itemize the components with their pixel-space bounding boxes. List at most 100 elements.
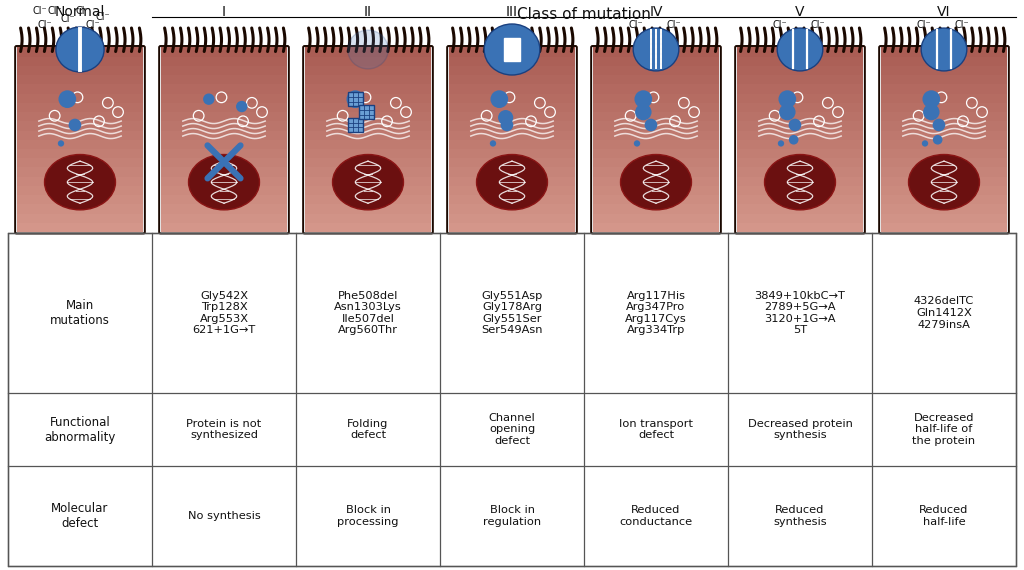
Bar — [449, 120, 575, 131]
Bar — [305, 56, 431, 66]
Text: Gly551Asp
Gly178Arg
Gly551Ser
Ser549Asn: Gly551Asp Gly178Arg Gly551Ser Ser549Asn — [481, 291, 543, 335]
Circle shape — [57, 140, 65, 146]
Bar — [161, 92, 288, 103]
Text: Cl⁻: Cl⁻ — [37, 19, 52, 30]
Bar — [449, 194, 575, 204]
Text: Cl⁻: Cl⁻ — [75, 6, 90, 15]
Bar — [593, 83, 719, 93]
Bar — [593, 65, 719, 75]
Bar — [449, 148, 575, 158]
Text: Cl⁻: Cl⁻ — [60, 14, 75, 23]
Bar — [16, 92, 143, 103]
Bar — [161, 65, 288, 75]
Bar — [504, 38, 520, 61]
Bar — [593, 111, 719, 121]
Bar — [16, 139, 143, 149]
Circle shape — [58, 90, 76, 108]
Bar — [449, 92, 575, 103]
Circle shape — [490, 90, 508, 108]
Bar — [16, 111, 143, 121]
Text: Normal: Normal — [55, 5, 105, 19]
Text: Channel
opening
defect: Channel opening defect — [488, 413, 536, 446]
Circle shape — [923, 104, 940, 120]
Bar — [161, 166, 288, 177]
Bar — [593, 194, 719, 204]
Ellipse shape — [908, 154, 980, 210]
Bar — [16, 56, 143, 66]
Bar — [161, 56, 288, 66]
Text: Functional
abnormality: Functional abnormality — [44, 416, 116, 443]
Circle shape — [634, 140, 640, 146]
Circle shape — [779, 104, 796, 120]
Bar — [881, 176, 1008, 186]
Bar — [305, 194, 431, 204]
Text: No synthesis: No synthesis — [187, 511, 260, 521]
Bar — [736, 129, 863, 140]
Bar — [736, 65, 863, 75]
Text: Reduced
conductance: Reduced conductance — [620, 505, 692, 527]
Bar — [736, 47, 863, 57]
Bar — [449, 111, 575, 121]
Bar — [881, 148, 1008, 158]
Bar — [593, 203, 719, 214]
Bar — [161, 203, 288, 214]
Bar — [881, 47, 1008, 57]
Ellipse shape — [476, 154, 548, 210]
Bar — [736, 74, 863, 84]
Bar — [449, 166, 575, 177]
Circle shape — [203, 93, 214, 105]
Bar — [593, 74, 719, 84]
Bar — [305, 213, 431, 223]
Bar — [305, 148, 431, 158]
Bar — [593, 185, 719, 195]
Circle shape — [923, 90, 940, 108]
Bar — [16, 65, 143, 75]
Bar — [348, 92, 362, 107]
Text: V: V — [796, 5, 805, 19]
Bar — [305, 203, 431, 214]
Bar — [16, 185, 143, 195]
Text: Protein is not
synthesized: Protein is not synthesized — [186, 419, 261, 440]
Bar — [881, 92, 1008, 103]
Bar — [16, 102, 143, 112]
Bar — [359, 105, 374, 119]
Bar — [449, 102, 575, 112]
Bar — [593, 166, 719, 177]
Circle shape — [489, 140, 497, 146]
Circle shape — [635, 104, 651, 120]
Bar — [881, 213, 1008, 223]
Bar — [305, 65, 431, 75]
Bar — [449, 56, 575, 66]
Circle shape — [501, 119, 513, 131]
Bar — [161, 111, 288, 121]
Bar — [881, 222, 1008, 232]
Text: 3849+10kbC→T
2789+5G→A
3120+1G→A
5T: 3849+10kbC→T 2789+5G→A 3120+1G→A 5T — [755, 291, 846, 335]
Bar — [736, 222, 863, 232]
Bar — [305, 176, 431, 186]
Circle shape — [933, 119, 945, 131]
Bar — [736, 185, 863, 195]
Bar — [736, 203, 863, 214]
Bar — [449, 176, 575, 186]
Bar — [881, 74, 1008, 84]
Text: Reduced
synthesis: Reduced synthesis — [773, 505, 826, 527]
Text: Cl⁻: Cl⁻ — [32, 6, 47, 15]
Bar — [736, 102, 863, 112]
Text: Cl⁻: Cl⁻ — [629, 19, 643, 30]
Bar — [593, 102, 719, 112]
Bar — [16, 47, 143, 57]
Bar — [881, 83, 1008, 93]
Bar — [881, 185, 1008, 195]
Bar — [881, 194, 1008, 204]
Text: Main
mutations: Main mutations — [50, 299, 110, 327]
Bar — [305, 139, 431, 149]
Bar — [593, 213, 719, 223]
Circle shape — [644, 119, 657, 131]
Bar — [736, 166, 863, 177]
Circle shape — [778, 90, 797, 108]
Text: III: III — [506, 5, 518, 19]
Bar — [161, 139, 288, 149]
Bar — [736, 139, 863, 149]
Bar — [736, 111, 863, 121]
Bar — [449, 65, 575, 75]
